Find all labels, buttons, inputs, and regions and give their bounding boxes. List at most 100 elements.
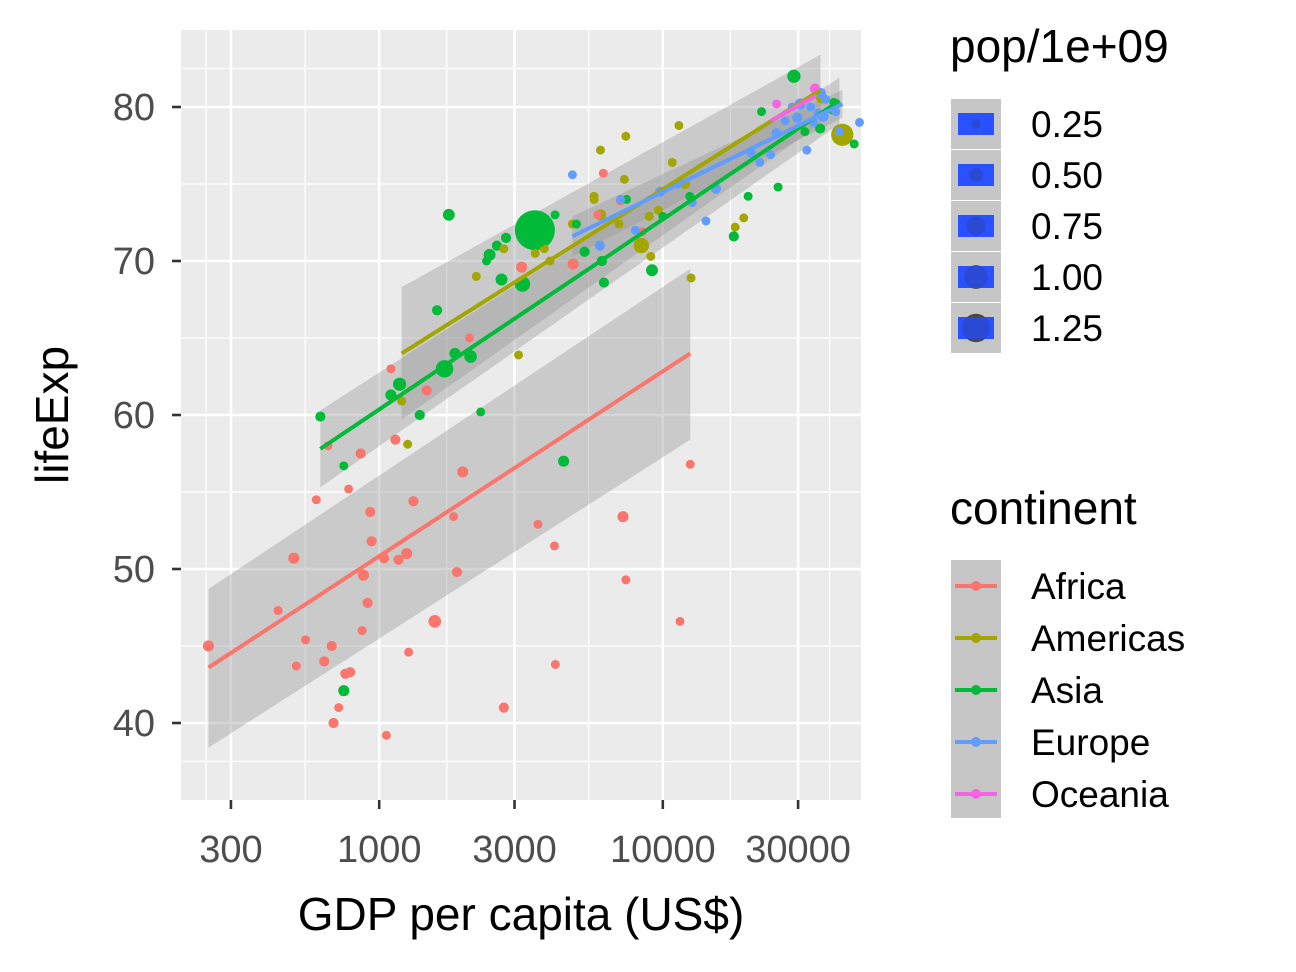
size-key-overlay [958, 164, 994, 186]
point-africa [326, 640, 337, 652]
point-europe [766, 150, 776, 160]
size-key-overlay [958, 113, 994, 135]
legend-key-point-europe [971, 737, 981, 747]
point-americas [667, 157, 677, 167]
point-africa [449, 512, 459, 522]
point-africa [550, 660, 560, 669]
point-africa [428, 615, 442, 628]
point-europe [567, 170, 577, 180]
legend-key-point-africa [971, 581, 981, 591]
point-africa [549, 541, 559, 551]
point-asia [550, 210, 560, 220]
point-asia [432, 305, 443, 316]
point-asia [815, 123, 826, 134]
point-americas [633, 237, 649, 254]
point-asia [464, 350, 477, 363]
point-africa [288, 552, 300, 564]
point-europe [780, 116, 790, 126]
point-asia [315, 411, 326, 422]
trendline-africa [207, 351, 692, 670]
color-legend: continent Africa Americas Asia Europe Oceani… [950, 482, 1185, 818]
point-africa [451, 566, 463, 578]
point-asia [757, 107, 767, 117]
point-africa [516, 261, 528, 273]
point-europe [616, 194, 626, 204]
point-asia [558, 455, 570, 467]
point-africa [291, 661, 301, 671]
point-europe [821, 94, 831, 104]
point-asia [579, 246, 590, 257]
trendline-europe [571, 102, 844, 239]
point-africa [386, 364, 396, 374]
legend-label-asia: Asia [1031, 670, 1103, 711]
legend-key-point-oceania [971, 789, 981, 799]
point-asia [495, 273, 508, 286]
point-africa [334, 703, 344, 713]
point-africa [464, 333, 474, 343]
point-americas [471, 271, 481, 281]
x-tick-label: 10000 [610, 829, 716, 871]
point-africa [498, 702, 509, 713]
point-asia [646, 264, 658, 277]
x-tick-label: 300 [199, 829, 262, 871]
point-americas [403, 439, 413, 449]
point-americas [589, 194, 599, 204]
point-africa [567, 258, 579, 270]
x-axis-title: GDP per capita (US$) [298, 888, 745, 940]
point-asia [339, 461, 349, 471]
y-tick-label: 70 [113, 241, 155, 283]
point-africa [533, 519, 543, 529]
point-asia [482, 256, 491, 266]
trendline-oceania [769, 94, 817, 123]
point-asia [787, 69, 801, 83]
y-axis-title: lifeExp [26, 346, 78, 484]
point-americas [499, 244, 509, 254]
point-asia [849, 139, 859, 149]
point-africa [457, 466, 469, 478]
point-africa [393, 554, 404, 565]
x-axis: 300 1000 3000 10000 30000 [199, 800, 851, 871]
point-europe [802, 145, 812, 155]
point-africa [401, 548, 413, 560]
point-asia [598, 277, 610, 288]
legend-key-point-asia [971, 685, 981, 695]
point-africa [344, 484, 354, 494]
size-legend-label: 1.00 [1031, 257, 1103, 298]
point-africa [273, 606, 283, 616]
point-africa [381, 730, 391, 740]
point-europe [855, 117, 864, 127]
point-africa [593, 210, 603, 220]
point-africa [365, 506, 376, 518]
y-tick-label: 50 [113, 549, 155, 591]
point-africa [421, 385, 432, 396]
point-americas [730, 222, 740, 232]
legend-label-africa: Africa [1031, 566, 1126, 607]
point-asia [476, 407, 486, 417]
point-africa [390, 434, 401, 445]
point-africa [202, 640, 215, 652]
y-tick-label: 40 [113, 703, 155, 745]
point-africa [366, 536, 377, 547]
point-asia [442, 208, 455, 221]
size-key-overlay [958, 317, 994, 339]
data-points [202, 69, 864, 740]
point-oceania [772, 99, 782, 109]
ci-ribbon-americas [401, 54, 821, 420]
point-americas [674, 121, 684, 130]
size-legend-label: 1.25 [1031, 308, 1103, 349]
size-legend: pop/1e+09 0.25 0.50 0.75 1.00 1.25 [950, 20, 1169, 353]
y-tick-label: 60 [113, 395, 155, 437]
point-asia [535, 238, 545, 247]
legend-label-americas: Americas [1031, 618, 1185, 659]
point-asia [338, 685, 350, 697]
point-europe [792, 112, 803, 123]
x-tick-label: 30000 [745, 829, 851, 871]
point-asia [500, 232, 512, 243]
point-africa [311, 495, 321, 505]
size-legend-label: 0.50 [1031, 155, 1103, 196]
point-asia [773, 182, 783, 192]
legend-key-point-americas [971, 633, 981, 643]
point-americas [621, 131, 631, 141]
y-axis: 40 50 60 70 80 [113, 87, 181, 745]
size-legend-title: pop/1e+09 [950, 20, 1169, 72]
